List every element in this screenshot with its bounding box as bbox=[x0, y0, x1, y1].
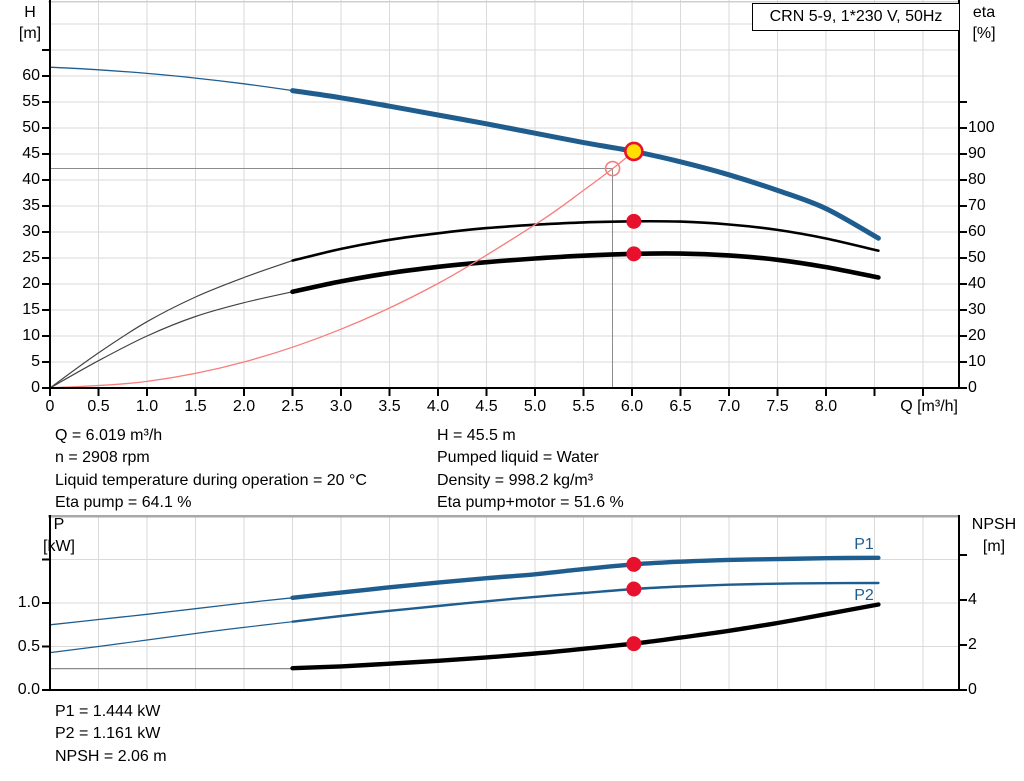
right-axis-tick-label: 90 bbox=[968, 145, 986, 162]
x-axis-tick-label: 6.5 bbox=[669, 398, 692, 415]
p2-extrapolated-line bbox=[49, 621, 294, 654]
info-density: Density = 998.2 kg/m³ bbox=[437, 471, 594, 489]
power-info: P1 = 1.444 kW P2 = 1.161 kW NPSH = 2.06 … bbox=[55, 701, 167, 768]
eta-pump-motor-extrapolated-line bbox=[49, 291, 294, 389]
info-pumped-liquid: Pumped liquid = Water bbox=[437, 449, 599, 467]
right-axis-tick-label: 2 bbox=[968, 636, 977, 653]
head-curve-extrapolated-line bbox=[49, 66, 294, 92]
x-axis-tick-label: 5.0 bbox=[523, 398, 547, 415]
h-axis-symbol: H bbox=[24, 4, 36, 21]
left-axis-tick-label: 0.0 bbox=[17, 681, 40, 698]
x-axis-tick-label: 1.5 bbox=[184, 398, 207, 415]
info-speed: n = 2908 rpm bbox=[55, 449, 150, 467]
h-axis-title: H [m] bbox=[12, 2, 48, 44]
system-curve-line bbox=[49, 150, 635, 389]
left-axis-tick-label: 60 bbox=[22, 67, 40, 84]
left-axis-tick-label: 50 bbox=[22, 119, 40, 136]
x-axis-tick-label: 8.0 bbox=[814, 398, 838, 415]
p1-curve-line bbox=[290, 555, 881, 600]
right-axis-tick-label: 20 bbox=[968, 327, 986, 344]
info-eta-pump: Eta pump = 64.1 % bbox=[55, 494, 192, 512]
info-flow: Q = 6.019 m³/h bbox=[55, 427, 163, 444]
x-axis-tick-label: 7.5 bbox=[766, 398, 789, 415]
x-axis-tick-label: 0.5 bbox=[87, 398, 110, 415]
h-axis-unit: [m] bbox=[18, 25, 42, 42]
x-axis-tick-label: 0 bbox=[45, 398, 55, 415]
eta-pump-motor-curve-line bbox=[290, 251, 881, 295]
right-axis-tick-label: 4 bbox=[968, 591, 977, 608]
info-p1: P1 = 1.444 kW bbox=[55, 703, 161, 720]
x-axis-tick-label: 6.0 bbox=[620, 398, 644, 415]
info-p2: P2 = 1.161 kW bbox=[55, 725, 161, 743]
p1-duty-point bbox=[626, 556, 642, 572]
npsh-axis-title: NPSH [m] bbox=[964, 514, 1024, 558]
q-axis-title: Q [m³/h] bbox=[900, 398, 958, 415]
p-axis-unit: [kW] bbox=[43, 538, 75, 555]
left-axis-tick-label: 30 bbox=[22, 223, 40, 240]
left-axis-tick-label: 1.0 bbox=[17, 594, 40, 611]
info-eta-pump-motor: Eta pump+motor = 51.6 % bbox=[437, 494, 624, 512]
info-head: H = 45.5 m bbox=[437, 427, 516, 444]
p2-series-label: P2 bbox=[854, 587, 874, 604]
right-axis-tick-label: 80 bbox=[968, 171, 986, 188]
npsh-duty-point bbox=[626, 636, 642, 652]
eta-pump-extrapolated-line bbox=[49, 260, 294, 389]
eta-pump-duty-point bbox=[626, 213, 642, 229]
left-axis-tick-label: 25 bbox=[22, 249, 40, 266]
right-axis-tick-label: 60 bbox=[968, 223, 986, 240]
duty-point bbox=[624, 141, 644, 162]
right-axis-tick-label: 0 bbox=[968, 379, 977, 396]
p-axis-title: P [kW] bbox=[28, 514, 90, 558]
right-axis-tick-label: 100 bbox=[968, 119, 995, 136]
duty-info-right: H = 45.5 m Pumped liquid = Water Density… bbox=[437, 425, 624, 515]
right-axis-tick-label: 30 bbox=[968, 301, 986, 318]
left-axis-tick-label: 35 bbox=[22, 197, 40, 214]
x-axis-tick-label: 4.5 bbox=[475, 398, 498, 415]
npsh-axis-unit: [m] bbox=[982, 538, 1006, 555]
x-axis-tick-label: 3.0 bbox=[329, 398, 353, 415]
right-axis-tick-label: 10 bbox=[968, 353, 986, 370]
right-axis-tick-label: 70 bbox=[968, 197, 986, 214]
x-axis-tick-label: 1.0 bbox=[135, 398, 159, 415]
p1-series-label: P1 bbox=[854, 536, 874, 553]
left-axis-tick-label: 5 bbox=[31, 353, 40, 370]
x-axis-tick-label: 3.5 bbox=[378, 398, 401, 415]
left-axis-tick-label: 55 bbox=[22, 93, 40, 110]
head-curve-line bbox=[290, 88, 881, 241]
npsh-curve-line bbox=[290, 602, 881, 671]
left-axis-tick-label: 40 bbox=[22, 171, 40, 188]
left-axis-tick-label: 20 bbox=[22, 275, 40, 292]
duty-info-left: Q = 6.019 m³/h n = 2908 rpm Liquid tempe… bbox=[55, 425, 367, 515]
x-axis-tick-label: 4.0 bbox=[426, 398, 450, 415]
info-npsh: NPSH = 2.06 m bbox=[55, 747, 167, 765]
eta-axis-symbol: eta bbox=[972, 4, 996, 21]
p2-duty-point bbox=[626, 581, 642, 597]
x-axis-tick-label: 2.5 bbox=[281, 398, 304, 415]
info-liquid-temperature: Liquid temperature during operation = 20… bbox=[55, 471, 367, 489]
p-axis-symbol: P bbox=[53, 516, 65, 533]
eta-pump-curve-line bbox=[291, 219, 880, 262]
left-axis-tick-label: 15 bbox=[22, 301, 40, 318]
p1-extrapolated-line bbox=[49, 597, 294, 626]
pump-model-title-box: CRN 5-9, 1*230 V, 50Hz bbox=[752, 3, 960, 31]
left-axis-tick-label: 10 bbox=[22, 327, 40, 344]
eta-axis-title: eta [%] bbox=[962, 2, 1006, 44]
right-axis-tick-label: 50 bbox=[968, 249, 986, 266]
x-axis-tick-label: 2.0 bbox=[232, 398, 256, 415]
left-axis-tick-label: 0 bbox=[31, 379, 40, 396]
eta-axis-unit: [%] bbox=[972, 25, 996, 42]
right-axis-tick-label: 0 bbox=[968, 681, 977, 698]
p2-curve-line bbox=[291, 581, 880, 623]
eta-pump-motor-duty-point bbox=[626, 246, 642, 262]
npsh-axis-symbol: NPSH bbox=[971, 516, 1017, 533]
x-axis-tick-label: 7.0 bbox=[717, 398, 741, 415]
x-axis-tick-label: 5.5 bbox=[572, 398, 595, 415]
rated-duty-point bbox=[604, 160, 621, 177]
left-axis-tick-label: 0.5 bbox=[17, 637, 40, 655]
left-axis-tick-label: 45 bbox=[22, 145, 40, 162]
right-axis-tick-label: 40 bbox=[968, 275, 986, 292]
